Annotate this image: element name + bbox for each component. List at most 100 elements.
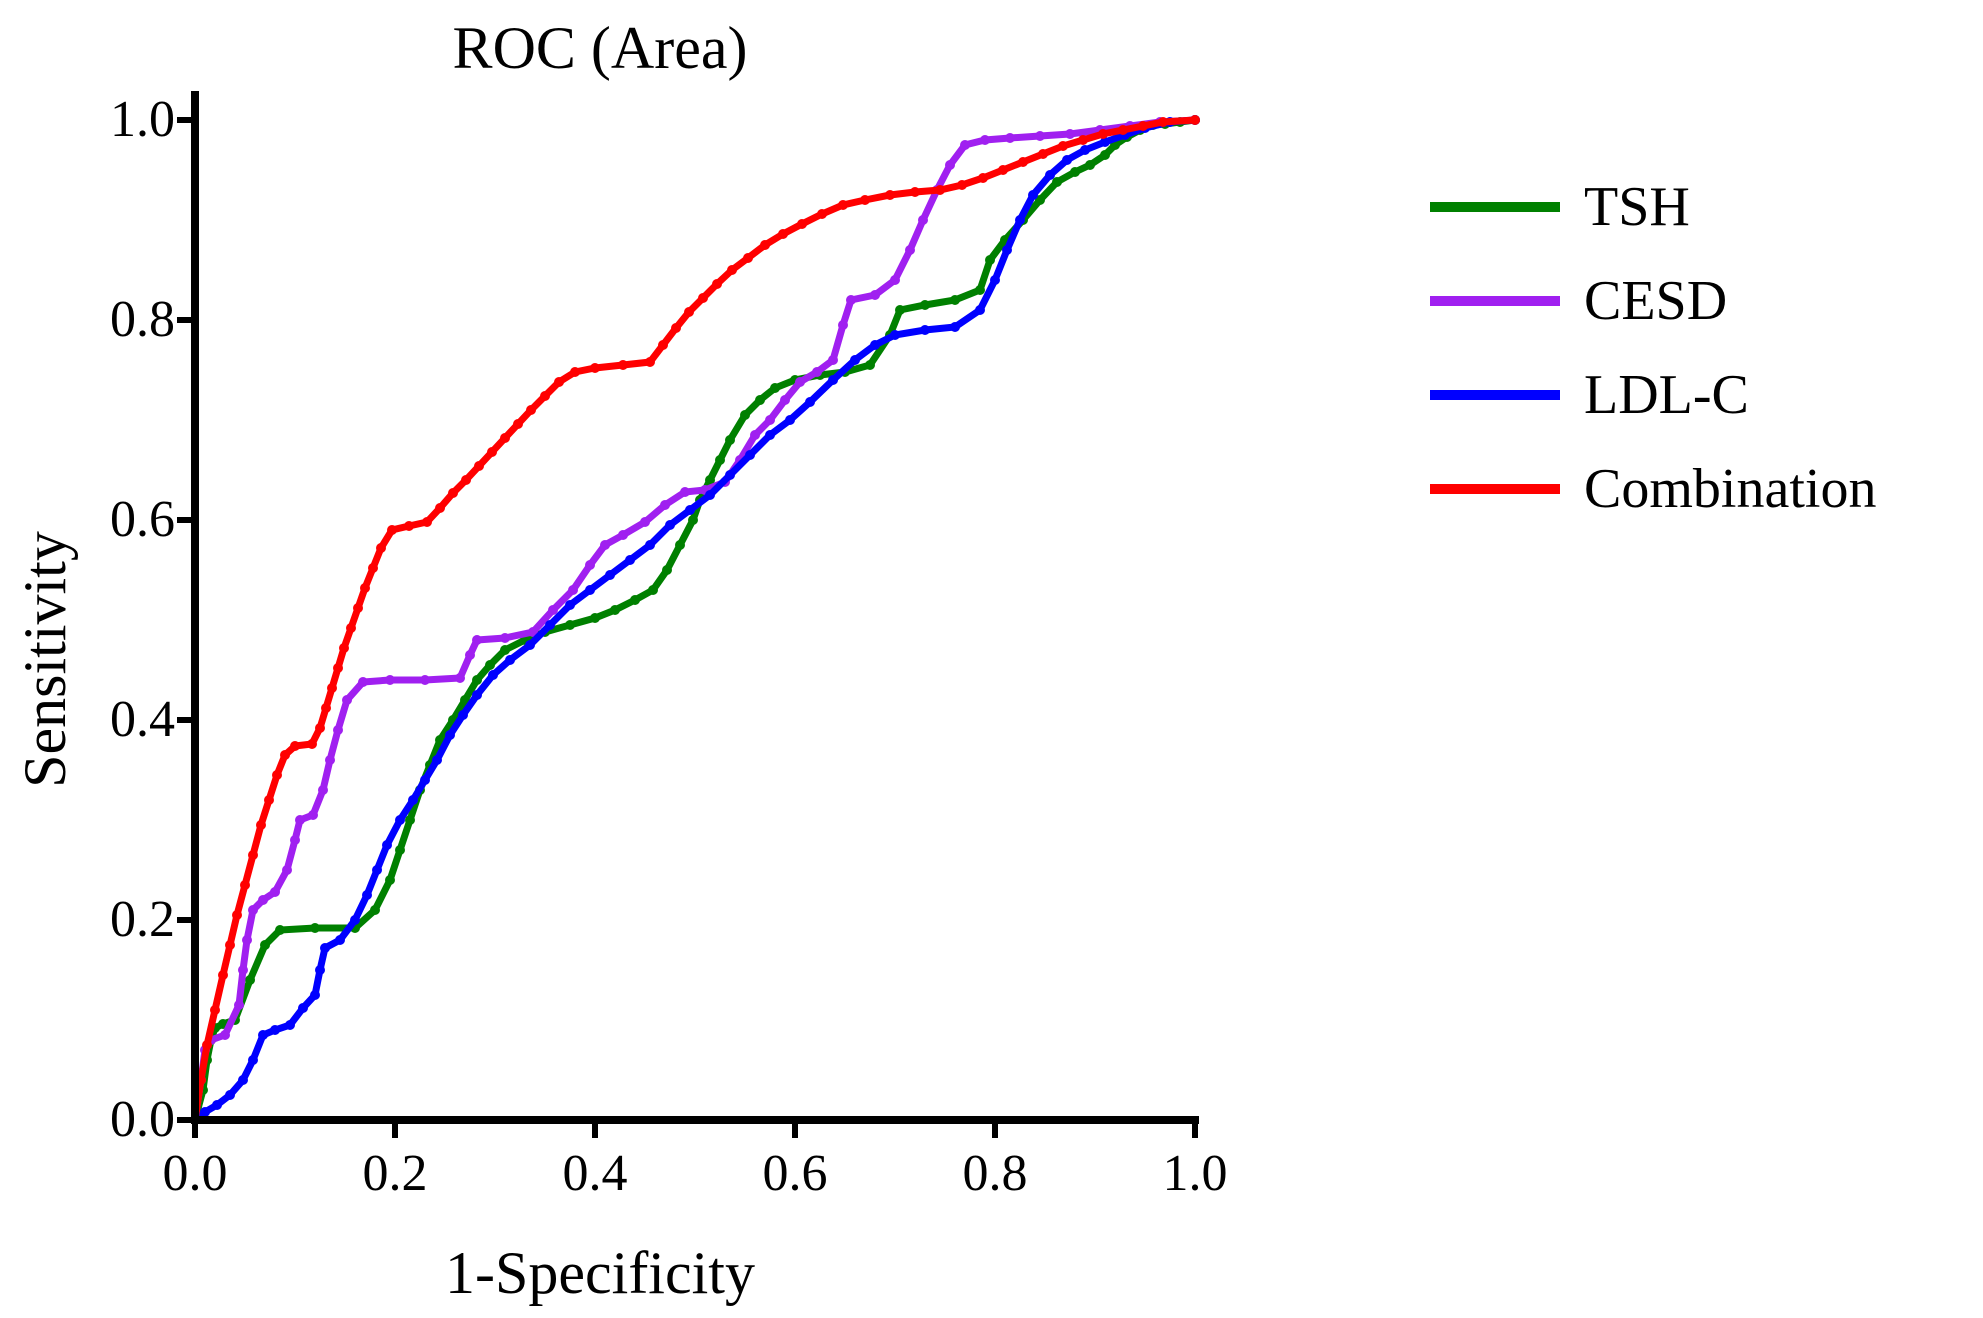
roc-point: [395, 845, 405, 855]
y-tick-label: 0.8: [85, 290, 175, 349]
roc-point: [590, 613, 600, 623]
roc-point: [795, 377, 805, 387]
roc-point: [817, 209, 827, 219]
roc-point: [310, 923, 320, 933]
roc-point: [725, 435, 735, 445]
roc-point: [975, 285, 985, 295]
roc-point: [248, 850, 258, 860]
roc-point: [353, 603, 363, 613]
roc-point: [548, 605, 558, 615]
roc-point: [658, 340, 668, 350]
roc-point: [372, 865, 382, 875]
roc-point: [812, 367, 822, 377]
roc-point: [920, 300, 930, 310]
roc-point: [675, 540, 685, 550]
roc-point: [358, 677, 368, 687]
x-tick-label: 0.4: [550, 1144, 640, 1203]
roc-point: [368, 563, 378, 573]
y-tick-label: 0.0: [85, 1090, 175, 1149]
roc-point: [422, 517, 432, 527]
roc-point: [630, 595, 640, 605]
roc-point: [545, 620, 555, 630]
roc-point: [290, 835, 300, 845]
roc-point: [568, 585, 578, 595]
roc-point: [885, 190, 895, 200]
roc-point: [242, 935, 252, 945]
roc-point: [327, 683, 337, 693]
roc-point: [461, 475, 471, 485]
roc-point: [618, 530, 628, 540]
roc-point: [1138, 121, 1148, 131]
roc-point: [865, 360, 875, 370]
roc-point: [472, 675, 482, 685]
roc-point: [750, 430, 760, 440]
roc-point: [740, 410, 750, 420]
roc-point: [727, 265, 737, 275]
roc-point: [526, 405, 536, 415]
roc-point: [382, 840, 392, 850]
roc-curve-tsh: [195, 120, 1195, 1120]
roc-point: [318, 785, 328, 795]
roc-point: [895, 305, 905, 315]
roc-point: [238, 965, 248, 975]
roc-point: [540, 391, 550, 401]
legend-item-ldl-c: LDL-C: [1430, 363, 1876, 427]
roc-point: [280, 750, 290, 760]
roc-point: [590, 363, 600, 373]
roc-point: [225, 1090, 235, 1100]
roc-point: [385, 875, 395, 885]
roc-point: [705, 490, 715, 500]
roc-point: [387, 525, 397, 535]
roc-point: [315, 723, 325, 733]
roc-point: [860, 195, 870, 205]
roc-point: [957, 180, 967, 190]
roc-point: [435, 503, 445, 513]
roc-point: [360, 583, 370, 593]
roc-point: [472, 690, 482, 700]
roc-point: [725, 470, 735, 480]
roc-point: [420, 775, 430, 785]
roc-point: [648, 585, 658, 595]
roc-point: [1100, 150, 1110, 160]
legend-swatch: [1430, 484, 1560, 494]
roc-point: [270, 1025, 280, 1035]
roc-point: [600, 540, 610, 550]
roc-point: [680, 487, 690, 497]
roc-point: [570, 367, 580, 377]
roc-point: [755, 395, 765, 405]
y-tick-label: 1.0: [85, 90, 175, 149]
roc-point: [975, 305, 985, 315]
roc-point: [1038, 149, 1048, 159]
roc-point: [264, 795, 274, 805]
roc-point: [248, 905, 258, 915]
roc-point: [1058, 141, 1068, 151]
roc-point: [1045, 170, 1055, 180]
roc-point: [935, 185, 945, 195]
roc-point: [298, 1003, 308, 1013]
roc-point: [870, 290, 880, 300]
roc-point: [980, 135, 990, 145]
roc-point: [662, 565, 672, 575]
roc-point: [420, 675, 430, 685]
roc-point: [320, 943, 330, 953]
roc-point: [282, 865, 292, 875]
roc-point: [770, 383, 780, 393]
roc-point: [712, 279, 722, 289]
roc-point: [218, 970, 228, 980]
legend-item-tsh: TSH: [1430, 175, 1876, 239]
roc-point: [432, 755, 442, 765]
roc-point: [1158, 117, 1168, 127]
roc-point: [960, 140, 970, 150]
roc-point: [778, 229, 788, 239]
roc-point: [985, 255, 995, 265]
plot-area: [195, 120, 1195, 1120]
roc-point: [362, 890, 372, 900]
plot-svg: [195, 120, 1195, 1120]
roc-point: [256, 820, 266, 830]
roc-point: [487, 447, 497, 457]
roc-point: [1015, 215, 1025, 225]
roc-point: [408, 795, 418, 805]
roc-point: [950, 322, 960, 332]
roc-point: [645, 357, 655, 367]
roc-point: [870, 340, 880, 350]
